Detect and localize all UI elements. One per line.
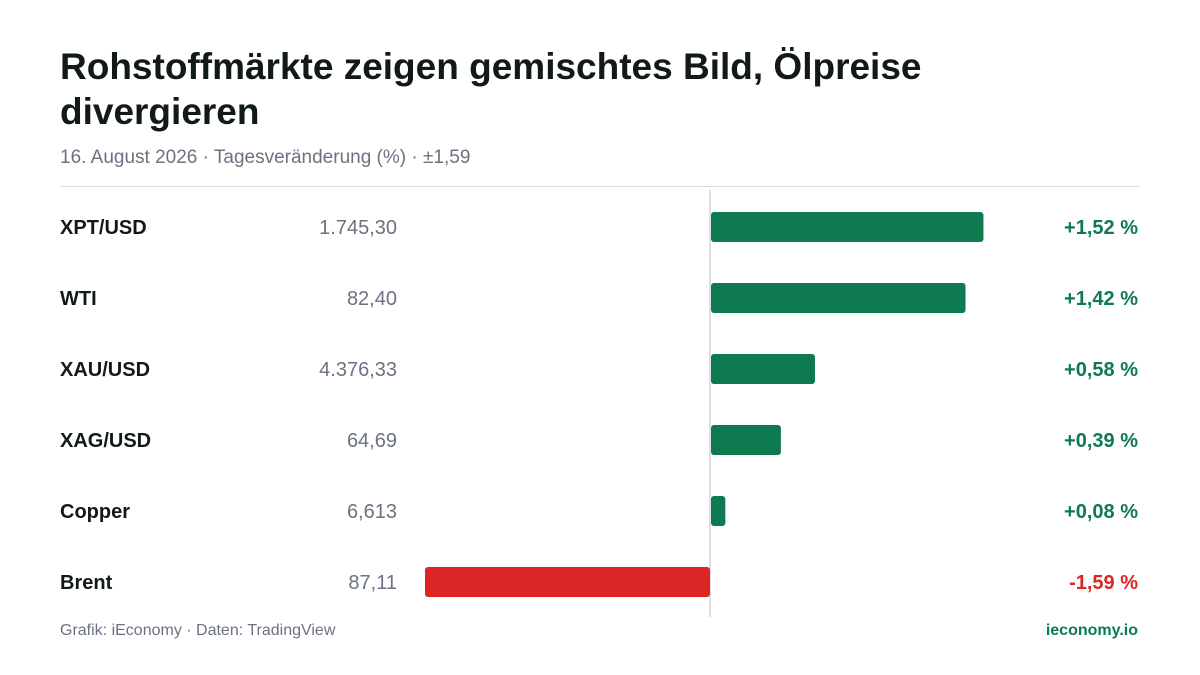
value-label: +0,58 % — [1064, 359, 1138, 381]
bar-xau-usd — [711, 354, 815, 384]
price-label: 64,69 — [347, 430, 397, 452]
price-label: 6,613 — [347, 501, 397, 523]
category-label: XAG/USD — [60, 430, 151, 452]
bar-copper — [711, 496, 726, 526]
bar-xpt-usd — [711, 212, 984, 242]
price-label: 1.745,30 — [319, 217, 397, 239]
bar-wti — [711, 283, 966, 313]
value-label: -1,59 % — [1069, 572, 1138, 594]
header-divider — [60, 186, 1140, 187]
value-label: +1,52 % — [1064, 217, 1138, 239]
value-label: +0,39 % — [1064, 430, 1138, 452]
value-label: +1,42 % — [1064, 288, 1138, 310]
price-label: 82,40 — [347, 288, 397, 310]
price-label: 87,11 — [348, 572, 397, 594]
chart-title: Rohstoffmärkte zeigen gemischtes Bild, Ö… — [60, 46, 922, 132]
chart-subtitle: 16. August 2026 · Tagesveränderung (%) ·… — [60, 147, 471, 168]
bar-xag-usd — [711, 425, 781, 455]
category-label: XAU/USD — [60, 359, 150, 381]
category-label: Copper — [60, 501, 130, 523]
category-label: WTI — [60, 288, 97, 310]
category-label: XPT/USD — [60, 217, 147, 239]
value-label: +0,08 % — [1064, 501, 1138, 523]
source-credit: Grafik: iEconomy · Daten: TradingView — [60, 622, 336, 639]
brand-link[interactable]: ieconomy.io — [1045, 622, 1138, 639]
price-label: 4.376,33 — [319, 359, 397, 381]
category-label: Brent — [60, 572, 113, 594]
bar-brent — [425, 567, 710, 597]
